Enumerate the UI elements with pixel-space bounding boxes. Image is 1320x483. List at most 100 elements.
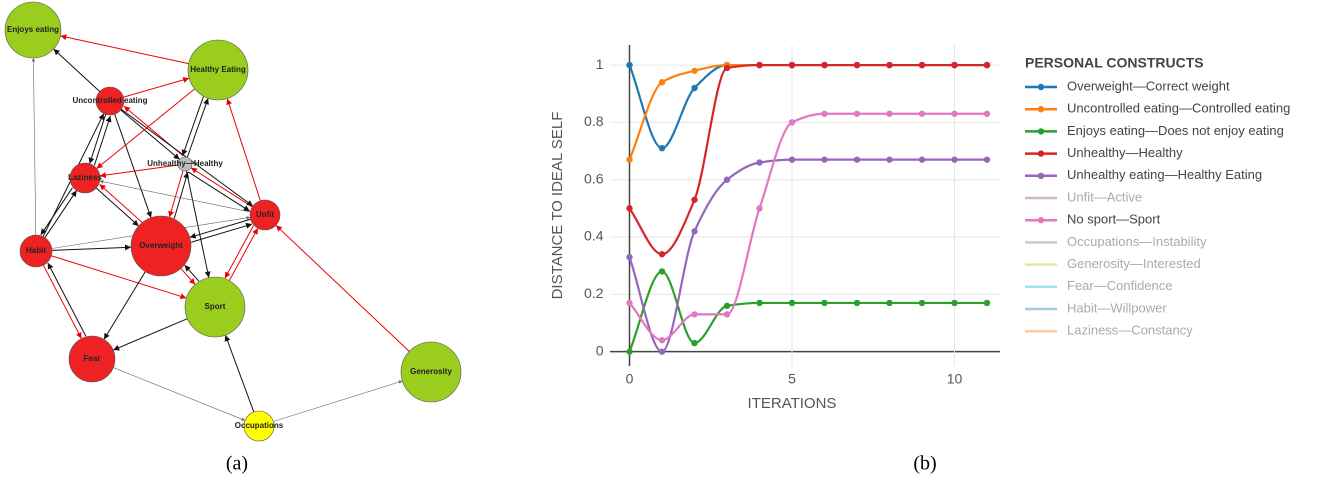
y-tick-label: 0.8 bbox=[584, 113, 604, 129]
point bbox=[756, 159, 763, 166]
legend-swatch-dot bbox=[1037, 150, 1045, 157]
edge bbox=[51, 244, 132, 251]
y-tick-label: 0.4 bbox=[584, 228, 604, 244]
node bbox=[69, 162, 101, 194]
point bbox=[626, 205, 633, 212]
edge bbox=[185, 170, 211, 278]
edge bbox=[47, 262, 87, 337]
point bbox=[951, 299, 958, 307]
point bbox=[658, 337, 666, 344]
point bbox=[853, 110, 861, 117]
x-axis-title: ITERATIONS bbox=[748, 395, 837, 412]
series-line bbox=[628, 63, 987, 150]
legend-label[interactable]: Habit—Willpower bbox=[1067, 300, 1167, 315]
edge bbox=[99, 183, 143, 223]
point bbox=[821, 110, 828, 117]
edge bbox=[95, 187, 139, 227]
node-label: Unhealthy—Healthy bbox=[147, 159, 223, 168]
point bbox=[951, 156, 958, 163]
edge bbox=[42, 264, 82, 339]
point bbox=[821, 299, 828, 307]
edge bbox=[226, 98, 261, 201]
point bbox=[691, 339, 698, 347]
point bbox=[983, 110, 991, 117]
legend-label[interactable]: Unhealthy eating—Healthy Eating bbox=[1067, 167, 1262, 182]
edge bbox=[187, 171, 250, 212]
point bbox=[691, 196, 698, 203]
edge bbox=[191, 222, 253, 243]
edge bbox=[88, 114, 107, 164]
point bbox=[821, 156, 828, 163]
point bbox=[626, 253, 633, 261]
edge bbox=[99, 164, 179, 179]
legend-label[interactable]: Unhealthy—Healthy bbox=[1067, 145, 1183, 160]
legend-label[interactable]: Unfit—Active bbox=[1067, 189, 1142, 204]
panel-label: (a) bbox=[226, 453, 248, 475]
node bbox=[68, 335, 116, 383]
point bbox=[658, 144, 666, 152]
edge bbox=[184, 264, 200, 282]
edge bbox=[181, 96, 204, 156]
point bbox=[918, 110, 926, 117]
edge bbox=[53, 48, 101, 92]
legend-swatch-dot bbox=[1037, 172, 1045, 179]
node bbox=[187, 39, 249, 101]
point bbox=[626, 348, 633, 355]
node-label: Fear bbox=[84, 354, 101, 363]
edge bbox=[103, 271, 146, 340]
node-label: Uncontrolled eating bbox=[72, 96, 147, 105]
edge bbox=[99, 179, 251, 213]
y-tick-label: 1 bbox=[596, 56, 604, 72]
node bbox=[19, 234, 53, 268]
edge bbox=[112, 318, 188, 351]
edge bbox=[114, 114, 152, 218]
node-label: Sport bbox=[205, 302, 226, 311]
edge bbox=[123, 77, 190, 98]
node bbox=[177, 156, 193, 172]
point bbox=[886, 156, 893, 163]
point bbox=[723, 311, 731, 318]
point bbox=[658, 348, 666, 355]
node bbox=[95, 86, 125, 116]
legend-label[interactable]: No sport—Sport bbox=[1067, 212, 1161, 227]
y-tick-label: 0 bbox=[596, 342, 604, 358]
edge bbox=[40, 187, 73, 236]
point bbox=[658, 79, 666, 86]
point bbox=[853, 299, 861, 307]
legend-label[interactable]: Uncontrolled eating—Controlled eating bbox=[1067, 101, 1290, 116]
edge bbox=[93, 115, 112, 166]
point bbox=[626, 156, 633, 163]
node bbox=[184, 276, 246, 338]
legend-label[interactable]: Enjoys eating—Does not enjoy eating bbox=[1067, 123, 1284, 138]
point bbox=[983, 299, 991, 307]
legend-label[interactable]: Laziness—Constancy bbox=[1067, 323, 1193, 338]
point bbox=[723, 176, 731, 183]
node-label: Occupations bbox=[235, 421, 284, 430]
node-label: Laziness bbox=[68, 173, 102, 182]
legend-swatch-dot bbox=[1037, 106, 1045, 113]
series-line bbox=[628, 270, 987, 353]
point bbox=[756, 299, 763, 307]
point bbox=[853, 61, 861, 69]
node bbox=[4, 1, 62, 59]
point bbox=[788, 119, 796, 126]
point bbox=[788, 299, 796, 307]
x-tick-label: 0 bbox=[626, 371, 634, 387]
node bbox=[243, 410, 275, 442]
panel-label: (b) bbox=[913, 453, 936, 475]
edge bbox=[96, 88, 196, 169]
edge bbox=[173, 171, 190, 219]
legend-label[interactable]: Overweight—Correct weight bbox=[1067, 78, 1230, 93]
legend-label[interactable]: Fear—Confidence bbox=[1067, 278, 1173, 293]
legend-label[interactable]: Generosity—Interested bbox=[1067, 256, 1201, 271]
edge bbox=[120, 109, 180, 160]
edge bbox=[31, 57, 37, 236]
point bbox=[691, 228, 698, 235]
point bbox=[691, 67, 698, 74]
point bbox=[756, 61, 763, 69]
node-label: Generosity bbox=[410, 367, 452, 376]
legend-label[interactable]: Occupations—Instability bbox=[1067, 234, 1207, 249]
node-label: Healthy Eating bbox=[190, 65, 246, 74]
y-tick-label: 0.6 bbox=[584, 170, 604, 186]
